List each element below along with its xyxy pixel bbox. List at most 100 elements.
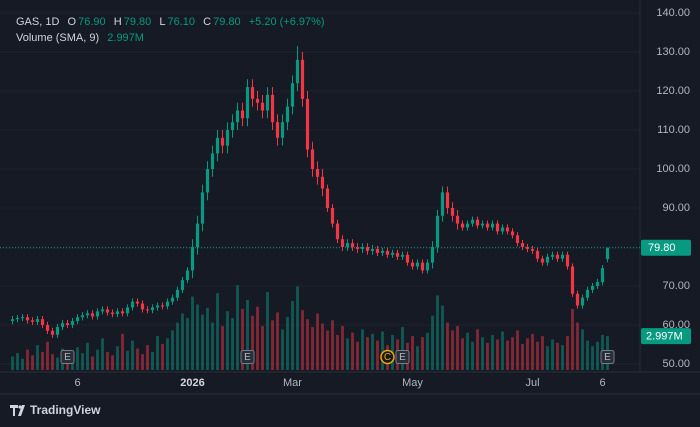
candle-body <box>390 252 395 255</box>
volume-bar <box>81 353 84 370</box>
candle-body <box>455 215 460 224</box>
candle-body <box>600 268 605 283</box>
volume-bar <box>436 295 439 370</box>
volume-bar <box>311 327 314 370</box>
volume-bar <box>56 357 59 370</box>
volume-bar <box>191 296 194 370</box>
price-badge-label: 79.80 <box>648 242 676 254</box>
candle-body <box>195 223 200 247</box>
candle-body <box>185 270 190 281</box>
candle-body <box>420 262 425 271</box>
candle-body <box>370 248 375 251</box>
candle-body <box>305 98 310 150</box>
candle-body <box>495 223 500 232</box>
volume-bar <box>196 304 199 370</box>
volume-bar <box>86 342 89 370</box>
candle-body <box>270 94 275 123</box>
candle-body <box>515 235 520 244</box>
candle-body <box>465 223 470 228</box>
volume-bar <box>221 325 224 370</box>
c-label: C <box>203 16 212 28</box>
candle-body <box>90 313 95 317</box>
volume-bar <box>411 336 414 370</box>
volume-bar <box>286 316 289 370</box>
candle-body <box>490 223 495 228</box>
candle-body <box>525 247 530 249</box>
volume-bar <box>596 341 599 370</box>
volume-bar <box>536 341 539 370</box>
volume-bar <box>241 308 244 370</box>
volume-bar <box>266 292 269 370</box>
candle-body <box>205 169 210 193</box>
volume-bar <box>376 340 379 370</box>
volume-label: Volume (SMA, 9) <box>16 32 100 44</box>
candle-body <box>190 247 195 271</box>
candle-body <box>565 254 570 267</box>
candle-body <box>585 289 590 298</box>
volume-bar <box>456 325 459 370</box>
candle-body <box>125 307 130 314</box>
high: 79.80 <box>123 16 152 28</box>
volume-bar <box>281 329 284 370</box>
volume-badge <box>641 328 691 345</box>
candle-body <box>40 319 45 325</box>
candle-body <box>575 293 580 306</box>
candle-body <box>250 87 255 99</box>
volume-bar <box>51 354 54 370</box>
candle-body <box>20 317 25 319</box>
volume-bar <box>46 341 49 370</box>
volume-bar <box>246 299 249 370</box>
volume-bar <box>521 344 524 370</box>
candle-body <box>340 239 345 247</box>
candle-body <box>245 87 250 119</box>
candle-body <box>45 325 50 331</box>
volume: 2.997M <box>107 32 144 44</box>
volume-bar <box>471 341 474 370</box>
candle-body <box>395 252 400 257</box>
volume-bar <box>176 322 179 370</box>
candle-body <box>590 286 595 290</box>
volume-bar <box>491 334 494 370</box>
volume-bar <box>296 286 299 370</box>
volume-bar <box>131 340 134 370</box>
candle-body <box>555 254 560 259</box>
candle-body <box>380 250 385 253</box>
volume-bar <box>351 332 354 370</box>
candle-body <box>510 231 515 236</box>
volume-bar <box>96 349 99 370</box>
volume-bar <box>381 331 384 370</box>
volume-bar <box>161 344 164 370</box>
candle-body <box>200 192 205 224</box>
candle-body <box>330 208 335 224</box>
volume-bar <box>121 333 124 370</box>
y-tick-label: 100.00 <box>656 163 690 175</box>
candle-body <box>425 262 430 271</box>
volume-bar <box>341 325 344 370</box>
symbol: GAS, 1D <box>16 16 60 28</box>
x-tick-label: Jul <box>525 377 539 389</box>
volume-bar <box>141 354 144 370</box>
volume-bar <box>306 319 309 370</box>
candle-body <box>505 227 510 232</box>
candle-body <box>215 137 220 154</box>
candle-body <box>595 282 600 286</box>
volume-bar <box>211 322 214 370</box>
candle-body <box>570 266 575 294</box>
candle-body <box>300 59 305 99</box>
candle-body <box>75 317 80 322</box>
candle-body <box>540 258 545 263</box>
volume-bar <box>21 358 24 370</box>
volume-bar <box>516 330 519 370</box>
candle-body <box>230 122 235 130</box>
y-tick-label: 70.00 <box>662 280 690 292</box>
volume-bar <box>401 327 404 370</box>
x-tick-label: Mar <box>283 377 302 389</box>
candle-body <box>260 102 265 111</box>
volume-bar <box>581 329 584 370</box>
volume-bar <box>421 337 424 370</box>
candle-body <box>55 326 60 335</box>
candle-body <box>50 330 55 335</box>
o-label: O <box>67 16 77 28</box>
candle-body <box>235 110 240 123</box>
brand-logo <box>10 405 25 416</box>
